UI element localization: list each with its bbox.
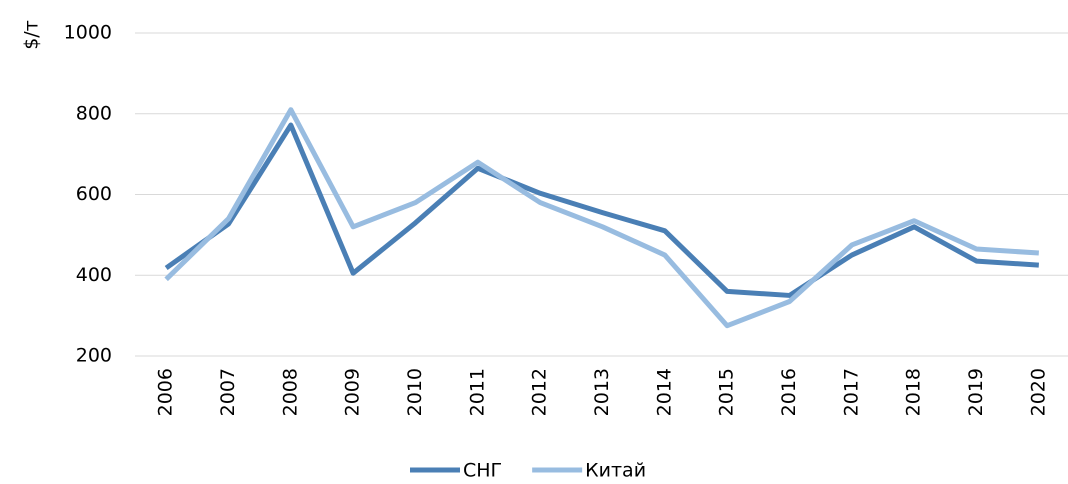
series-line — [164, 107, 1039, 329]
x-tick-label: 2009 — [342, 368, 364, 416]
x-tick-label: 2008 — [279, 368, 301, 416]
x-tick-label: 2020 — [1027, 368, 1049, 416]
series-line — [164, 122, 1039, 298]
x-tick-label: 2016 — [778, 368, 800, 416]
x-tick-label: 2015 — [716, 368, 738, 416]
x-tick-label: 2013 — [591, 368, 613, 416]
y-tick-label: 200 — [76, 345, 112, 367]
x-tick-label: 2007 — [217, 368, 239, 416]
x-tick-label: 2018 — [903, 368, 925, 416]
legend-label: СНГ — [463, 460, 502, 482]
y-tick-label: 400 — [76, 264, 112, 286]
x-tick-label: 2006 — [155, 368, 177, 416]
x-tick-label: 2011 — [466, 368, 488, 416]
legend-label: Китай — [585, 460, 646, 482]
x-tick-label: 2019 — [965, 368, 987, 416]
y-axis-label: $/т — [21, 20, 43, 50]
x-tick-label: 2010 — [404, 368, 426, 416]
y-tick-label: 600 — [76, 183, 112, 205]
y-tick-label: 800 — [76, 102, 112, 124]
x-tick-label: 2014 — [653, 368, 675, 416]
y-tick-label: 1000 — [64, 22, 112, 44]
x-tick-label: 2017 — [840, 368, 862, 416]
x-tick-label: 2012 — [529, 368, 551, 416]
